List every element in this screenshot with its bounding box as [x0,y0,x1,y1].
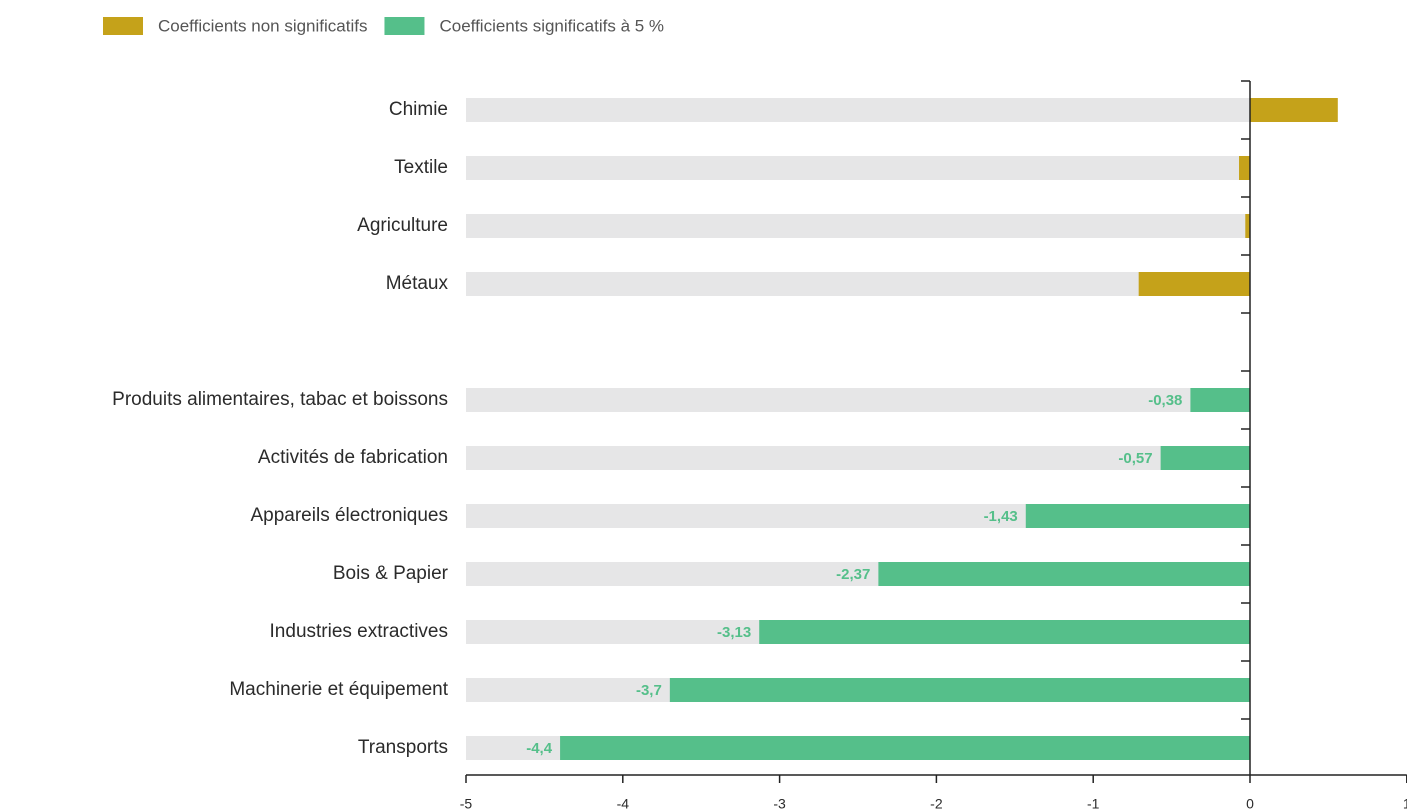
x-tick-label: -4 [617,796,630,812]
background-bar [466,98,1250,122]
value-label: -3,7 [636,682,662,699]
x-tick-label: -5 [460,796,473,812]
bar [1025,504,1250,528]
bar [560,736,1250,760]
bar [669,678,1250,702]
x-tick-label: 0 [1246,796,1254,812]
background-bar [466,272,1250,296]
x-tick-label: -2 [930,796,943,812]
background-bar [466,214,1250,238]
category-label: Agriculture [357,215,448,236]
category-label: Chimie [389,99,448,120]
value-label: -1,43 [984,508,1018,525]
category-label: Bois & Papier [333,563,449,584]
value-label: -3,13 [717,624,751,641]
value-label: -2,37 [836,566,870,583]
value-label: -0,57 [1118,450,1152,467]
category-label: Machinerie et équipement [229,679,448,700]
x-tick-label: -1 [1087,796,1100,812]
category-label: Industries extractives [270,621,448,642]
bar [1190,388,1250,412]
legend-swatch [103,17,143,35]
bar [878,562,1250,586]
x-tick-label: 1 [1403,796,1407,812]
bar [1250,98,1338,122]
category-label: Activités de fabrication [258,447,448,468]
bar [1138,272,1250,296]
value-label: -0,38 [1148,392,1182,409]
legend-label: Coefficients significatifs à 5 % [439,16,664,35]
value-label: -4,4 [526,740,553,757]
bar [759,620,1250,644]
legend-swatch [384,17,425,35]
category-label: Textile [394,157,448,178]
category-label: Métaux [386,273,449,294]
bar [1160,446,1250,470]
category-label: Produits alimentaires, tabac et boissons [112,389,448,410]
x-tick-label: -3 [773,796,786,812]
category-label: Appareils électroniques [250,505,448,526]
category-label: Transports [358,737,448,758]
bar [1239,156,1250,180]
background-bar [466,156,1250,180]
bar [1245,214,1250,238]
background-bar [466,388,1250,412]
background-bar [466,446,1250,470]
legend-label: Coefficients non significatifs [158,16,367,35]
